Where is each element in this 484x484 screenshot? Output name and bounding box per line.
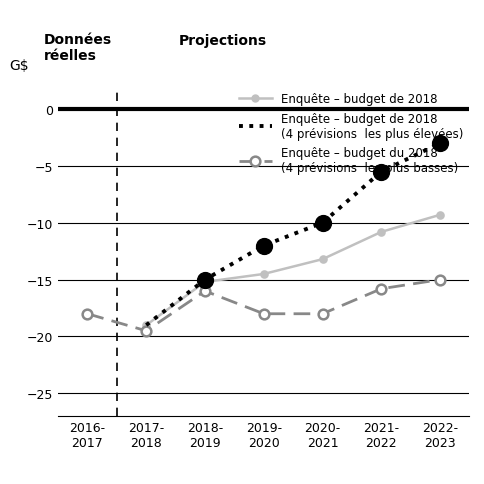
Text: Données
réelles: Données réelles [44, 33, 112, 63]
Point [260, 242, 268, 250]
Text: G$: G$ [10, 59, 30, 73]
Point [378, 168, 385, 176]
Legend: Enquête – budget de 2018, Enquête – budget de 2018
(4 prévisions  les plus élevé: Enquête – budget de 2018, Enquête – budg… [239, 93, 464, 175]
Point [318, 219, 326, 227]
Point [201, 276, 209, 284]
Point [436, 140, 444, 148]
Text: Projections: Projections [179, 34, 267, 48]
